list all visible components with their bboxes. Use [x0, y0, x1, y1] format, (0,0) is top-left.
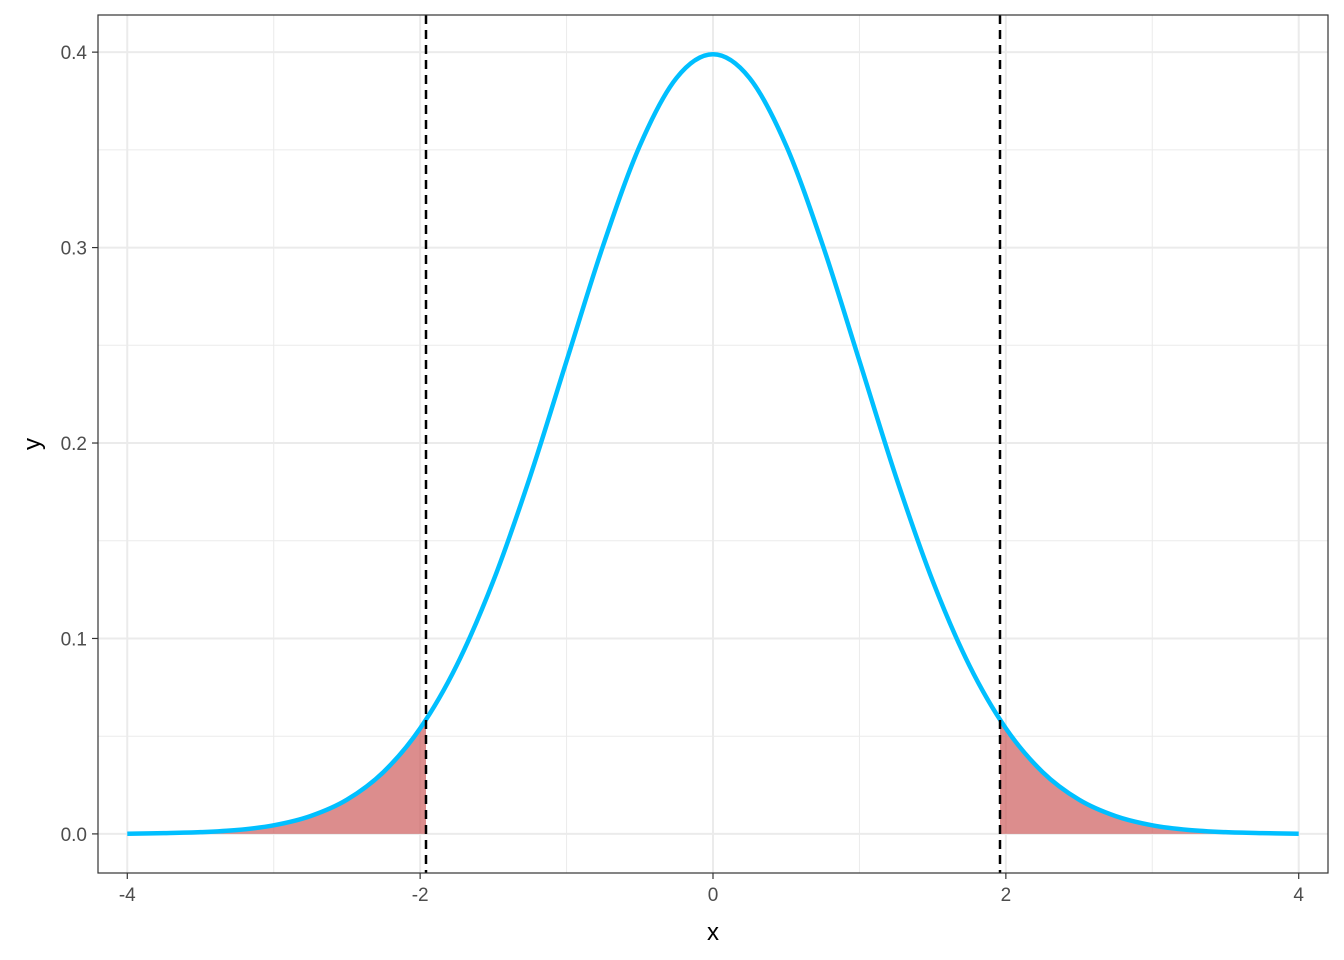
- tail-area-1: [127, 719, 427, 834]
- y-tick-label: 0.3: [61, 239, 87, 260]
- x-tick-label: 2: [1001, 885, 1012, 906]
- series-lines: [127, 52, 1299, 836]
- y-tick-label: 0.1: [61, 629, 87, 650]
- y-axis-title: y: [19, 438, 46, 450]
- x-tick-label: -4: [119, 885, 136, 906]
- x-axis-title: x: [707, 919, 719, 946]
- x-axis: -4 -2 0 2 4: [119, 873, 1304, 906]
- density-curve: [127, 52, 1299, 836]
- y-tick-label: 0.4: [61, 43, 88, 64]
- tail-area-2: [1000, 719, 1299, 834]
- shaded-areas: [127, 719, 1299, 834]
- x-tick-label: 4: [1293, 885, 1304, 906]
- major-grid: [98, 15, 1328, 873]
- y-tick-label: 0.0: [61, 825, 87, 846]
- x-tick-label: 0: [708, 885, 719, 906]
- y-tick-label: 0.2: [61, 434, 87, 455]
- x-tick-label: -2: [412, 885, 429, 906]
- reference-lines: [424, 15, 1002, 873]
- y-axis: 0.0 0.1 0.2 0.3 0.4: [61, 43, 98, 846]
